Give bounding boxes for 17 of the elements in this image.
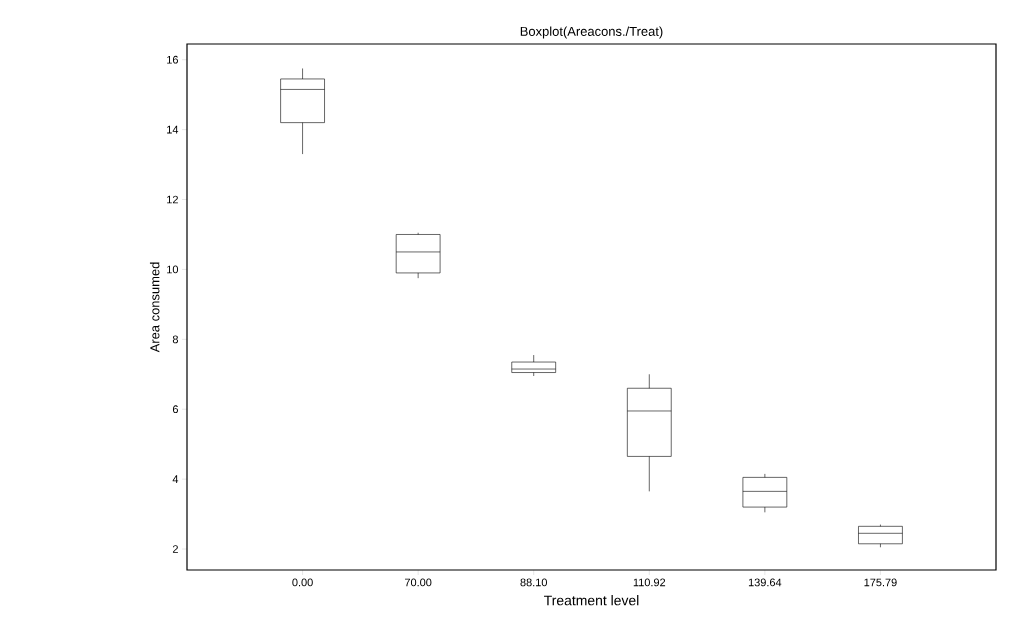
y-tick-label: 4 (172, 475, 179, 483)
x-tick-label: 110.92 (633, 578, 666, 587)
chart-title: Boxplot(Areacons./Treat) (520, 26, 663, 39)
x-tick-label: 139.64 (748, 578, 782, 587)
y-tick-label: 8 (172, 335, 178, 344)
y-tick-label: 14 (167, 125, 179, 134)
y-tick-label: 6 (172, 405, 178, 414)
x-tick-label: 175.79 (864, 578, 897, 587)
y-tick-label: 16 (167, 55, 178, 64)
y-tick-label: 12 (167, 195, 178, 204)
x-tick-label: 88.10 (520, 578, 547, 587)
y-axis-title: Area consumed (149, 262, 160, 353)
y-tick-label: 2 (172, 545, 178, 553)
x-tick-label: 0.00 (292, 578, 313, 587)
x-axis-title: Treatment level (544, 595, 639, 606)
x-tick-label: 70.00 (404, 578, 432, 587)
y-tick-label: 10 (167, 265, 179, 274)
